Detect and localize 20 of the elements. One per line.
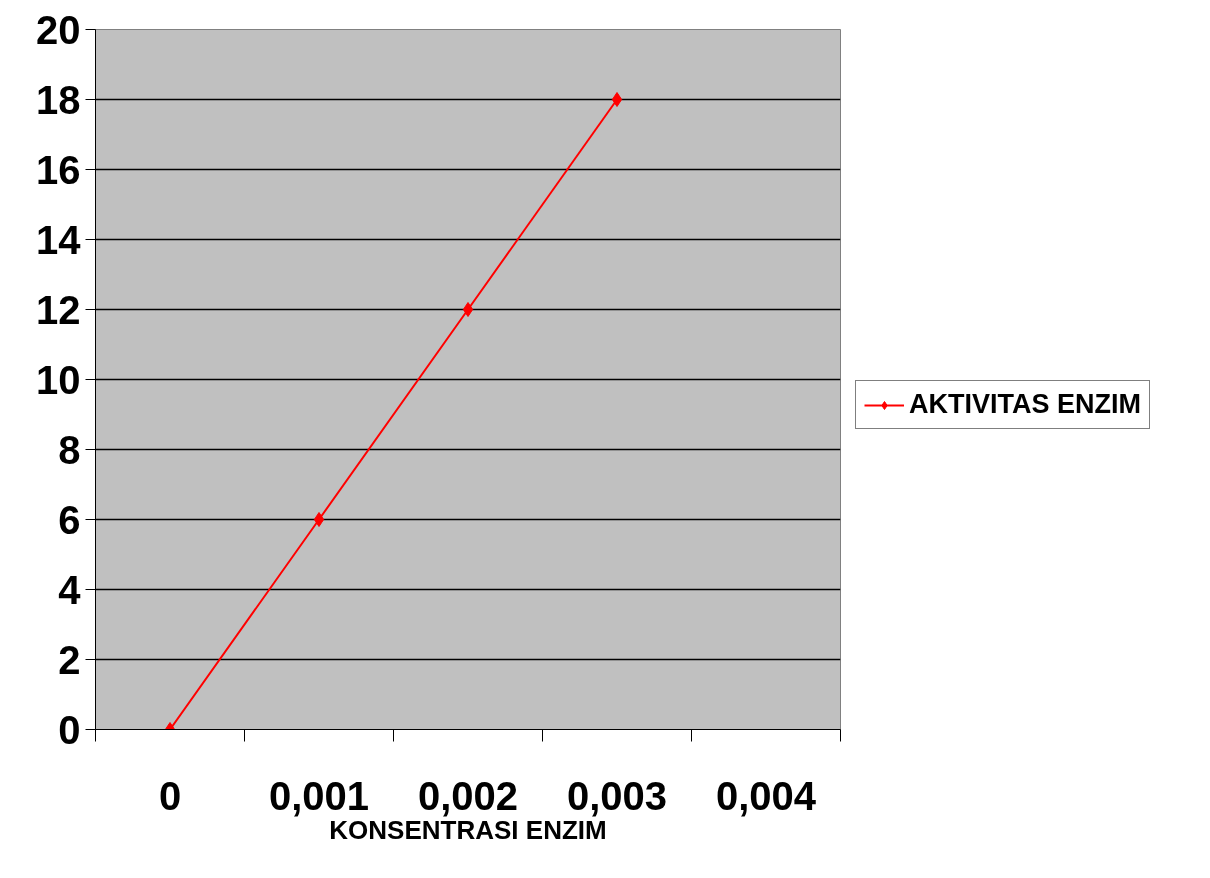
y-tick-label: 4: [58, 567, 82, 612]
y-tick-label: 8: [58, 427, 81, 472]
x-tick-label: 0,003: [566, 773, 668, 818]
x-tick-label: 0: [158, 773, 182, 818]
y-tick-label: 14: [36, 217, 82, 262]
y-tick-label: 12: [36, 287, 81, 332]
x-tick-label: 0,002: [417, 773, 519, 818]
y-tick-label: 18: [36, 77, 81, 122]
y-tick-label: 16: [36, 147, 81, 192]
y-tick-label: 20: [36, 7, 81, 52]
y-tick-label: 0: [58, 707, 81, 752]
x-tick-label: 0,004: [715, 773, 817, 818]
point: [313, 512, 325, 527]
y-tick-label: 6: [58, 497, 81, 542]
point: [462, 302, 474, 317]
point: [611, 92, 623, 107]
x-tick-label: 0,001: [268, 773, 370, 818]
y-tick-label: 2: [58, 637, 81, 682]
y-tick-label: 10: [36, 357, 81, 402]
legend-label: AKTIVITAS ENZIM: [909, 389, 1141, 420]
